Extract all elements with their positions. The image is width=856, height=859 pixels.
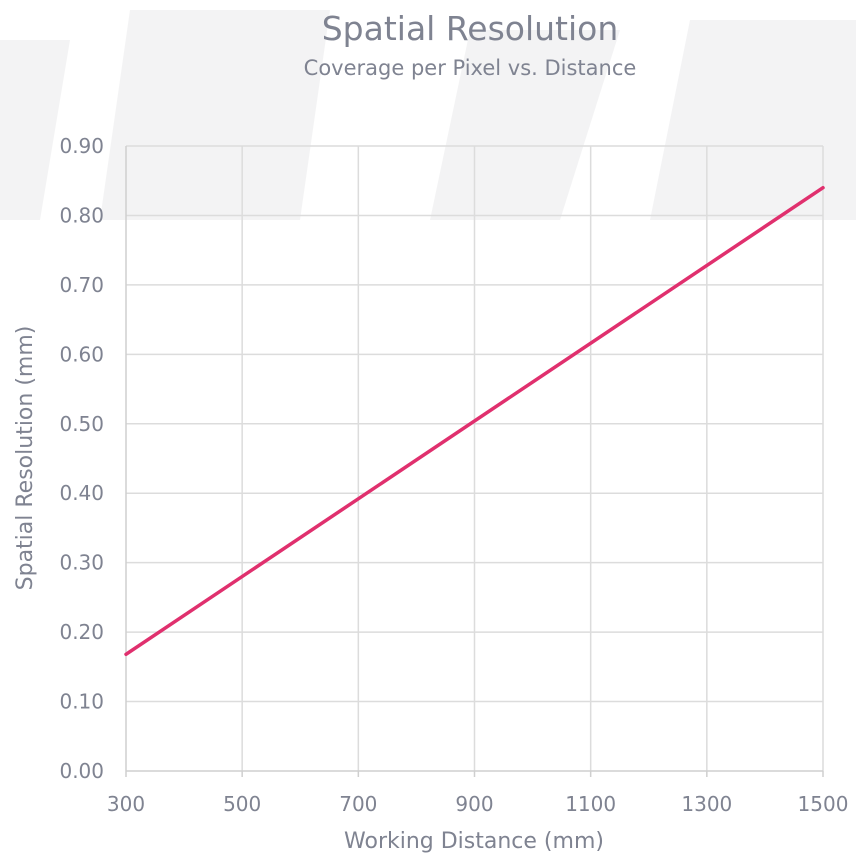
chart-subtitle: Coverage per Pixel vs. Distance (304, 56, 637, 80)
y-tick-label: 0.30 (59, 551, 104, 575)
y-tick-label: 0.10 (59, 690, 104, 714)
y-axis-label: Spatial Resolution (mm) (13, 326, 38, 591)
y-tick-label: 0.00 (59, 759, 104, 783)
x-tick-label: 1100 (565, 792, 616, 816)
y-tick-label: 0.70 (59, 273, 104, 297)
grid (126, 145, 824, 771)
y-tick-label: 0.60 (59, 342, 104, 366)
y-tick-label: 0.40 (59, 481, 104, 505)
x-tick-label: 700 (339, 792, 377, 816)
watermark (0, 10, 856, 220)
axes: 0.00 0.10 0.20 0.30 0.40 0.50 0.60 0.70 0.80 0.90… (59, 134, 848, 816)
x-tick-label: 300 (107, 792, 145, 816)
x-tick-label: 1300 (681, 792, 732, 816)
y-tick-label: 0.80 (59, 203, 104, 227)
y-tick-label: 0.50 (59, 412, 104, 436)
series-line (124, 185, 825, 657)
x-tick-label: 900 (455, 792, 493, 816)
x-tick-label: 500 (223, 792, 261, 816)
x-axis-label: Working Distance (mm) (344, 829, 604, 854)
series-layer (124, 185, 825, 657)
y-tick-label: 0.20 (59, 620, 104, 644)
y-tick-label: 0.90 (59, 134, 104, 158)
x-tick-label: 1500 (798, 792, 849, 816)
chart-title: Spatial Resolution (322, 9, 619, 48)
